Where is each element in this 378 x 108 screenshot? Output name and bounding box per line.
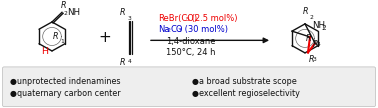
Text: Na: Na [158,25,169,34]
Text: ●: ● [192,89,199,98]
Text: ReBr(CO): ReBr(CO) [158,14,197,23]
Text: 1,4-dioxane: 1,4-dioxane [166,37,215,46]
Text: 2: 2 [310,15,314,20]
Text: R: R [119,8,125,17]
Text: R: R [313,40,319,49]
Text: quaternary carbon center: quaternary carbon center [17,89,121,98]
Text: R: R [309,55,314,64]
Text: excellent regioselectivity: excellent regioselectivity [199,89,300,98]
Text: a broad substrate scope: a broad substrate scope [199,77,297,86]
Text: H: H [41,47,48,56]
Text: 5: 5 [185,17,189,22]
Text: +: + [99,30,112,45]
Text: 3: 3 [178,28,182,33]
Text: 3: 3 [128,16,132,21]
Text: 2: 2 [64,11,68,16]
Text: ●: ● [192,77,199,86]
Text: R: R [53,32,58,41]
Text: R: R [61,1,67,10]
Text: ●: ● [10,77,17,86]
Text: R: R [119,58,125,67]
Text: unprotected indenamines: unprotected indenamines [17,77,121,86]
Text: 1: 1 [60,39,64,44]
Text: ●: ● [10,89,17,98]
Text: 2: 2 [321,25,326,31]
Text: 4: 4 [317,42,321,47]
Text: 3: 3 [313,57,317,62]
Text: 1: 1 [313,41,317,46]
Text: R: R [305,34,311,43]
Text: 150°C, 24 h: 150°C, 24 h [166,48,215,57]
Text: (2.5 mol%): (2.5 mol%) [189,14,238,23]
FancyBboxPatch shape [3,67,375,107]
Text: 2: 2 [166,28,170,33]
Text: NH: NH [312,21,325,30]
Text: R: R [303,7,309,16]
Text: NH: NH [67,8,80,17]
Text: 4: 4 [128,59,132,64]
Text: CO: CO [170,25,183,34]
Text: (30 mol%): (30 mol%) [182,25,228,34]
